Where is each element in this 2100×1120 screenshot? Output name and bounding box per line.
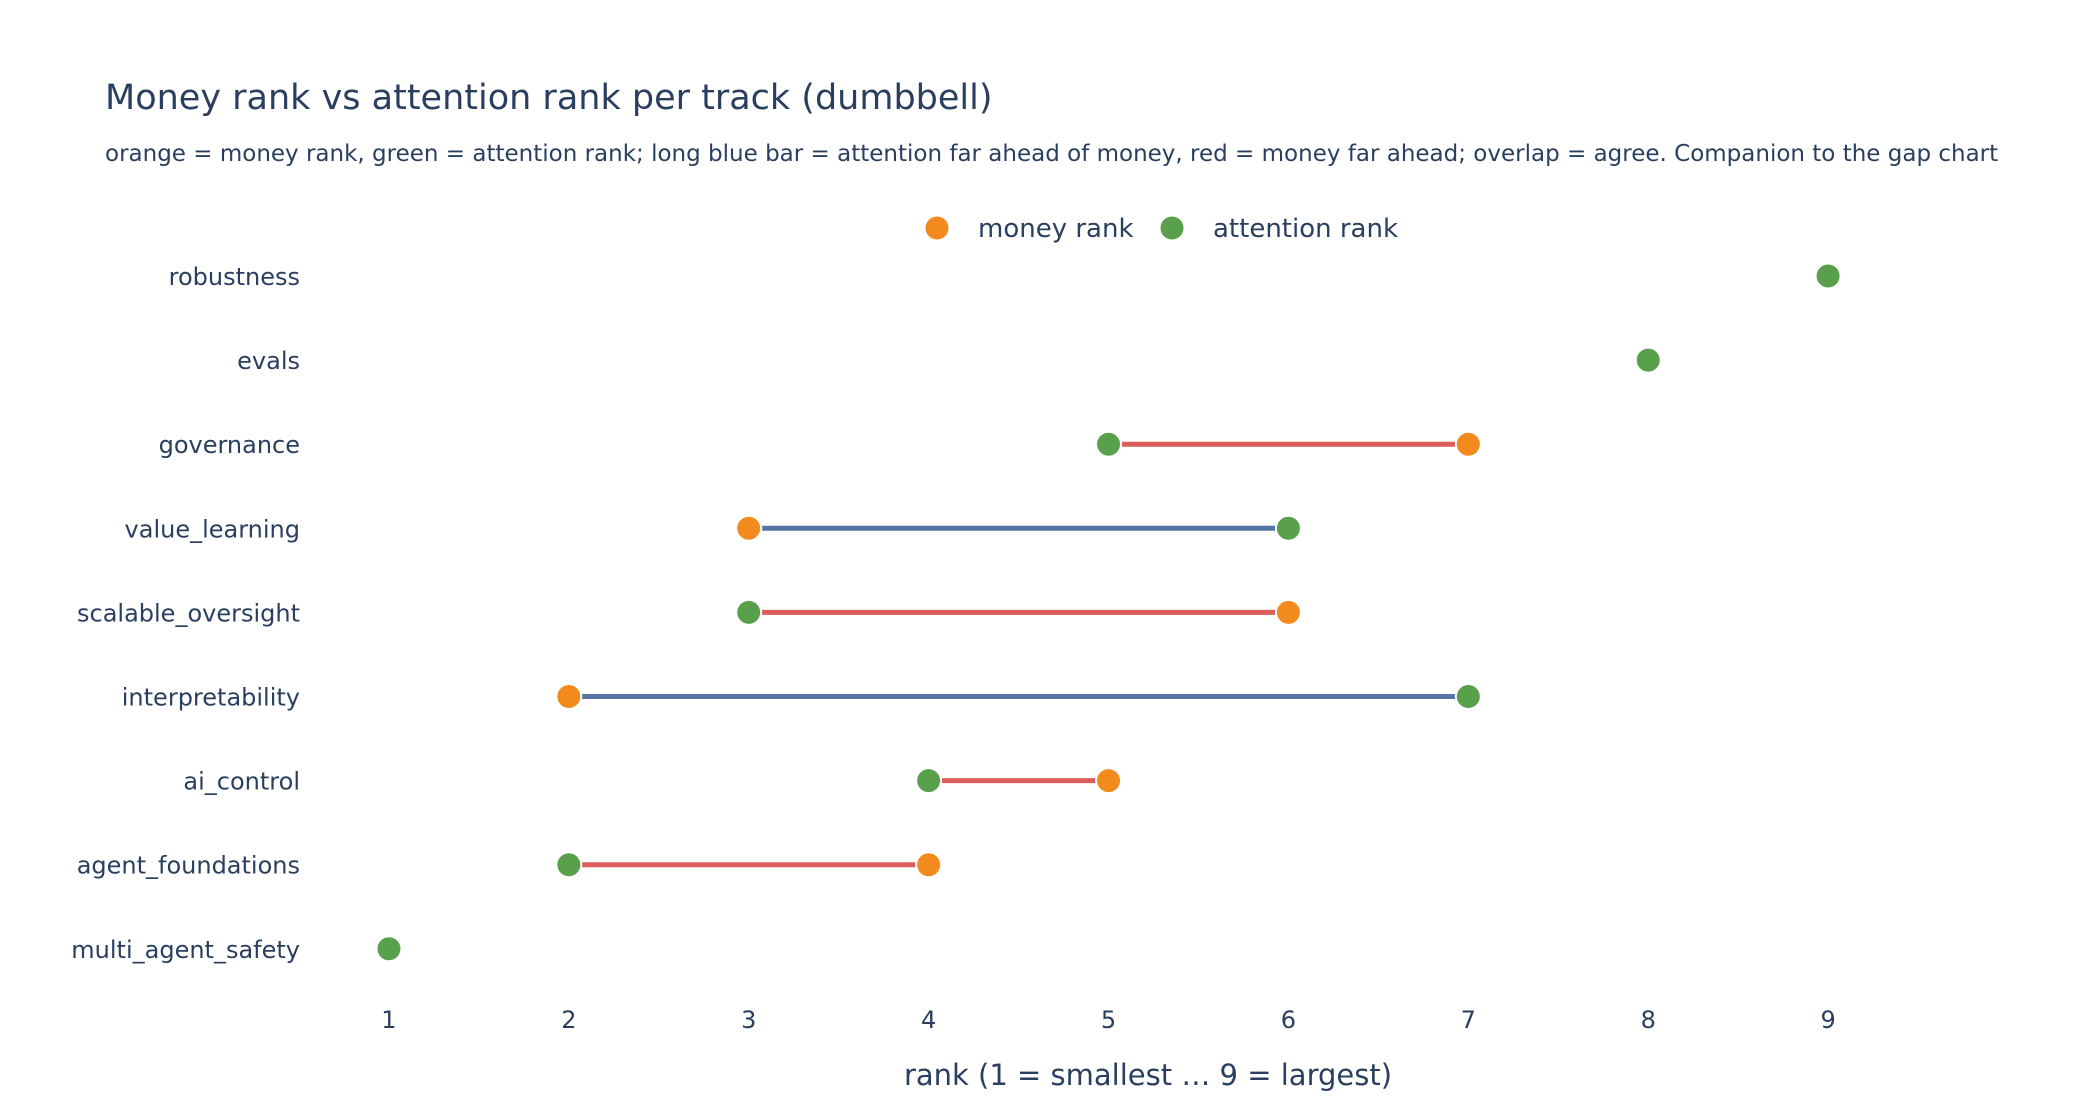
- money-rank-point-agent-foundations: [915, 851, 943, 879]
- attention-rank-point-ai-control: [915, 767, 943, 795]
- x-tick-label-1: 1: [381, 1006, 396, 1034]
- y-tick-label-value-learning: value_learning: [125, 515, 300, 543]
- money-rank-point-value-learning: [735, 514, 763, 542]
- attention-rank-point-governance: [1095, 430, 1123, 458]
- y-tick-label-multi-agent-safety: multi_agent_safety: [71, 936, 300, 964]
- x-axis-title: rank (1 = smallest … 9 = largest): [904, 1058, 1392, 1092]
- legend-marker-attention-rank[interactable]: [1158, 214, 1186, 242]
- x-tick-label-9: 9: [1820, 1006, 1835, 1034]
- attention-rank-point-scalable-oversight: [735, 598, 763, 626]
- connector-lines: [568, 441, 1469, 868]
- attention-rank-point-multi-agent-safety: [375, 935, 403, 963]
- legend-label-attention-rank[interactable]: attention rank: [1213, 214, 1398, 244]
- legend-marker-money-rank[interactable]: [923, 214, 951, 242]
- attention-rank-point-agent-foundations: [555, 851, 583, 879]
- data-markers: [375, 262, 1842, 963]
- money-rank-point-governance: [1454, 430, 1482, 458]
- chart-subtitle: orange = money rank, green = attention r…: [105, 141, 1998, 167]
- x-tick-label-4: 4: [921, 1006, 936, 1034]
- attention-rank-point-value-learning: [1274, 514, 1302, 542]
- money-rank-point-ai-control: [1095, 767, 1123, 795]
- x-tick-label-7: 7: [1461, 1006, 1476, 1034]
- x-tick-label-6: 6: [1281, 1006, 1296, 1034]
- x-axis-tick-labels: 1 2 3 4 5 6 7 8 9: [381, 1006, 1835, 1034]
- attention-rank-point-interpretability: [1454, 683, 1482, 710]
- chart-title: Money rank vs attention rank per track (…: [105, 78, 993, 118]
- x-tick-label-8: 8: [1641, 1006, 1656, 1034]
- attention-rank-point-robustness: [1814, 262, 1842, 290]
- y-tick-label-agent-foundations: agent_foundations: [77, 852, 300, 880]
- x-tick-label-3: 3: [741, 1006, 756, 1034]
- y-tick-label-interpretability: interpretability: [122, 684, 300, 712]
- y-tick-label-evals: evals: [237, 347, 300, 375]
- y-tick-label-ai-control: ai_control: [183, 768, 300, 796]
- attention-rank-point-evals: [1634, 346, 1662, 374]
- money-rank-point-interpretability: [555, 683, 583, 710]
- y-tick-label-robustness: robustness: [169, 263, 300, 291]
- legend: money rank attention rank: [923, 214, 1398, 244]
- y-tick-label-governance: governance: [159, 431, 300, 459]
- x-tick-label-2: 2: [561, 1006, 576, 1034]
- y-tick-label-scalable-oversight: scalable_oversight: [77, 599, 300, 627]
- legend-label-money-rank[interactable]: money rank: [978, 214, 1134, 244]
- money-rank-point-scalable-oversight: [1274, 598, 1302, 626]
- x-tick-label-5: 5: [1101, 1006, 1116, 1034]
- y-axis-tick-labels: robustness evals governance value_learnings…: [71, 263, 300, 964]
